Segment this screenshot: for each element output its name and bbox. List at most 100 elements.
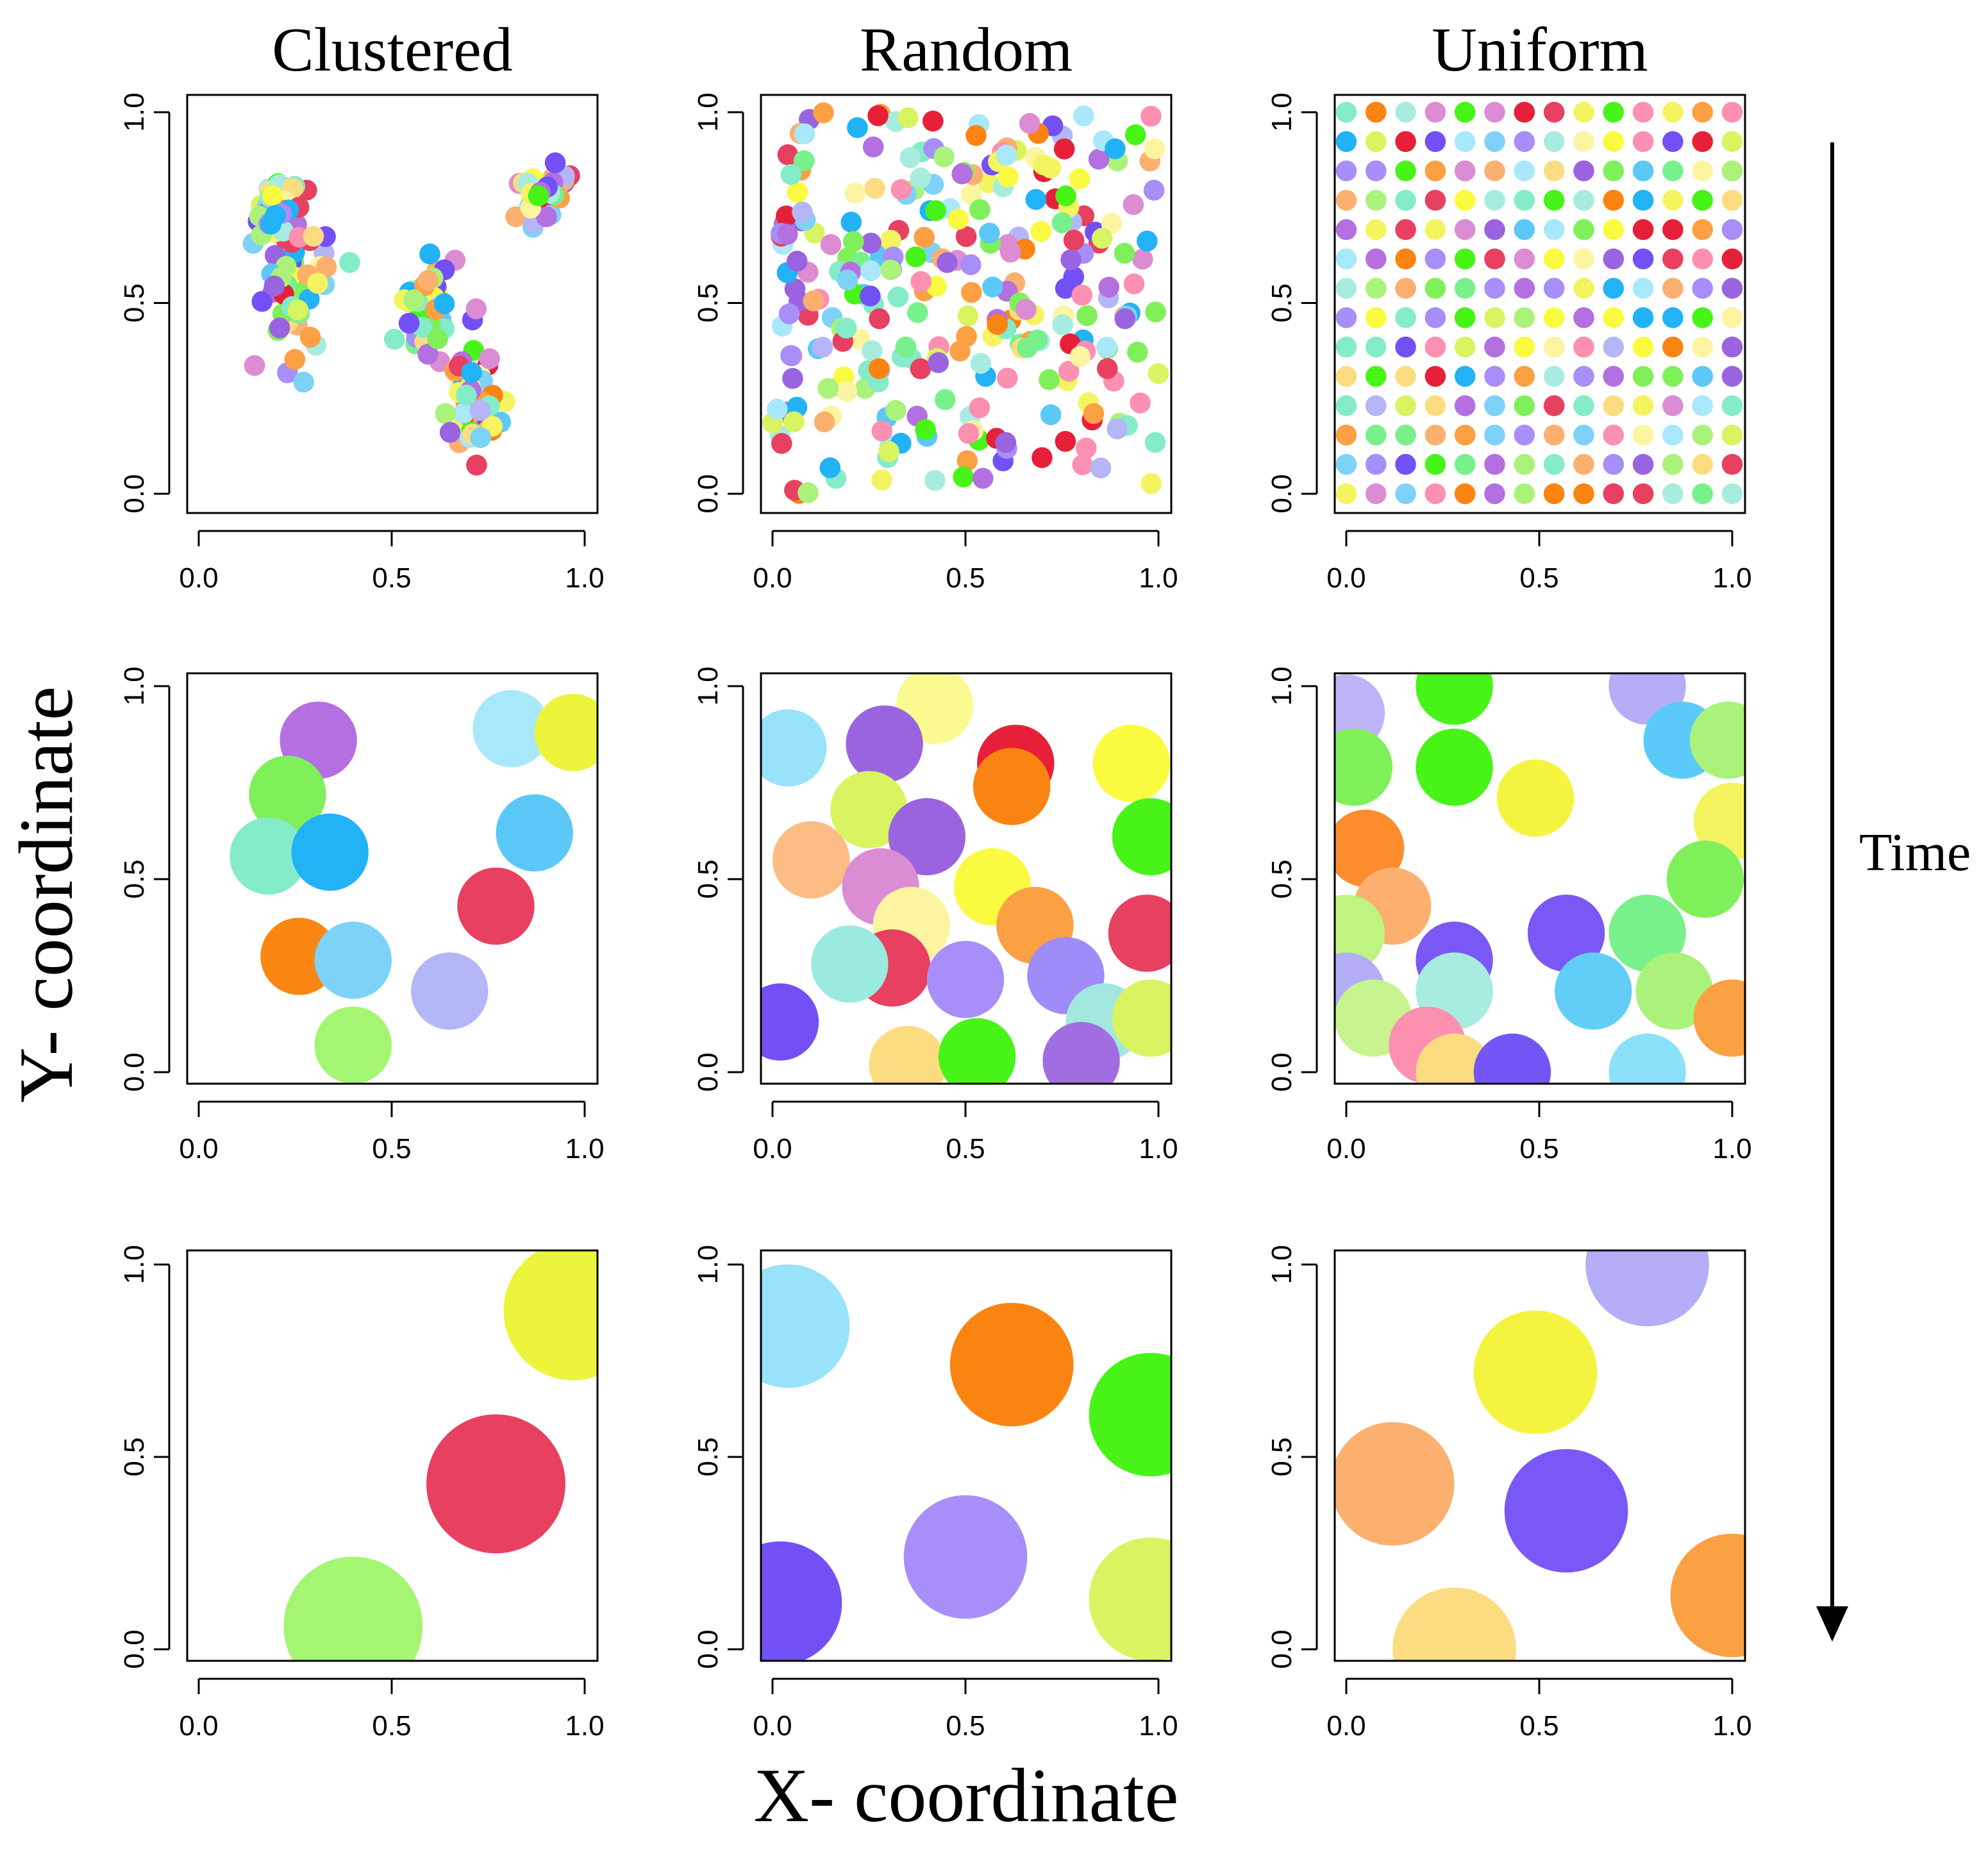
data-point	[1514, 160, 1535, 181]
data-point	[1484, 425, 1505, 446]
data-point	[910, 167, 931, 189]
data-point	[435, 403, 456, 425]
data-point	[1585, 1250, 1709, 1327]
data-point	[1603, 131, 1625, 153]
data-point	[1395, 101, 1416, 123]
data-point	[427, 328, 448, 349]
data-point	[1692, 248, 1713, 270]
data-point	[1608, 1033, 1686, 1084]
data-point	[1662, 395, 1683, 416]
data-point	[1693, 782, 1745, 860]
data-point	[860, 285, 881, 307]
data-point	[1123, 273, 1145, 295]
y-tick-label: 0.0	[119, 1052, 150, 1091]
data-point	[880, 230, 901, 251]
data-point	[426, 1414, 565, 1554]
data-point	[263, 275, 285, 297]
x-tick-label: 1.0	[1139, 562, 1178, 594]
points-clustered-3	[283, 1250, 597, 1661]
y-tick-label: 1.0	[692, 1245, 724, 1284]
data-point	[1692, 160, 1713, 181]
y-tick-label: 0.5	[119, 1437, 150, 1476]
data-point	[1395, 453, 1416, 475]
data-point	[1112, 798, 1171, 875]
data-point	[846, 705, 923, 783]
data-point	[878, 441, 899, 462]
data-point	[885, 399, 906, 421]
data-point	[411, 952, 489, 1030]
data-point	[803, 290, 824, 312]
data-point	[1366, 278, 1387, 299]
y-axis-label: Y- coordinate	[3, 686, 88, 1103]
data-point	[1042, 1022, 1120, 1084]
data-point	[1693, 979, 1745, 1057]
x-tick-label: 0.0	[179, 1710, 218, 1742]
data-point	[1454, 190, 1476, 211]
data-point	[314, 921, 392, 999]
data-point	[1071, 285, 1093, 306]
data-point	[1721, 453, 1743, 475]
data-point	[1632, 395, 1654, 416]
data-point	[1424, 395, 1446, 416]
data-point	[776, 205, 797, 227]
data-point	[1040, 404, 1062, 426]
data-point	[299, 326, 321, 348]
data-point	[1721, 483, 1743, 505]
data-point	[1366, 219, 1387, 240]
time-label: Time	[1859, 823, 1971, 882]
data-point	[957, 305, 979, 326]
data-point	[956, 450, 978, 471]
data-point	[465, 298, 487, 319]
data-point	[905, 246, 926, 267]
data-point	[1603, 453, 1625, 475]
data-point	[1424, 219, 1446, 240]
plot-frame	[186, 672, 599, 1085]
data-point	[1424, 483, 1446, 505]
x-tick-label: 0.0	[753, 562, 792, 594]
data-point	[1114, 242, 1135, 264]
x-tick-label: 0.0	[753, 1710, 792, 1742]
data-point	[1543, 278, 1565, 299]
data-point	[398, 312, 420, 334]
data-point	[1090, 457, 1112, 479]
data-point	[915, 419, 936, 441]
data-point	[830, 771, 908, 848]
data-point	[1366, 190, 1387, 211]
data-point	[283, 1556, 423, 1661]
x-axis-label: X- coordinate	[753, 1753, 1178, 1838]
y-tick-label: 1.0	[119, 666, 150, 705]
y-tick-label: 0.5	[692, 1437, 724, 1476]
data-point	[1721, 248, 1743, 270]
data-point	[1424, 307, 1446, 328]
points-random-2	[761, 673, 1171, 1084]
x-tick-label: 1.0	[1712, 1133, 1751, 1165]
data-point	[1114, 308, 1136, 330]
data-point	[433, 293, 455, 314]
data-point	[384, 328, 405, 350]
data-point	[1603, 160, 1625, 181]
data-point	[926, 941, 1005, 1018]
data-point	[1335, 131, 1357, 153]
time-arrow-head	[1816, 1606, 1848, 1642]
data-point	[811, 925, 889, 1003]
data-point	[1424, 453, 1446, 475]
x-tick-label: 1.0	[565, 562, 604, 594]
data-point	[466, 455, 487, 476]
data-point	[1454, 307, 1476, 328]
data-point	[1454, 101, 1476, 123]
points-uniform-2	[1335, 673, 1745, 1084]
data-point	[1335, 483, 1357, 505]
data-point	[1721, 219, 1743, 240]
plot-frame	[1333, 94, 1746, 514]
data-point	[1148, 363, 1169, 384]
data-point	[1573, 160, 1594, 181]
data-point	[1514, 425, 1535, 446]
data-point	[1335, 895, 1385, 972]
data-point	[1573, 453, 1594, 475]
data-point	[536, 206, 557, 228]
data-point	[1144, 138, 1165, 160]
data-point	[1543, 483, 1565, 505]
data-point	[1454, 425, 1476, 446]
data-point	[1603, 395, 1625, 416]
data-point	[1145, 301, 1166, 323]
